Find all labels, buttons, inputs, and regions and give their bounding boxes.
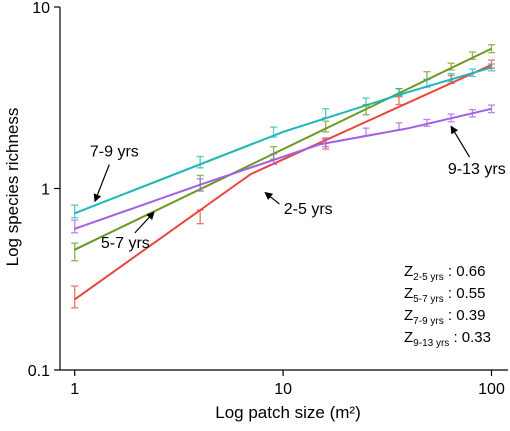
error-bar-2-5-yrs (71, 285, 79, 309)
error-bars (71, 44, 495, 309)
y-tick-label: 0.1 (28, 363, 50, 380)
annotation-label: 9-13 yrs (448, 161, 506, 178)
error-bar-7-9-yrs (487, 63, 495, 72)
annotation-arrow (134, 211, 155, 234)
error-bar-9-13-yrs (423, 118, 431, 128)
series-line-7-9-yrs (74, 66, 492, 215)
error-bar-2-5-yrs (196, 209, 204, 225)
error-bar-7-9-yrs (447, 72, 455, 82)
annotation-label: 5-7 yrs (101, 235, 150, 252)
x-tick-label: 10 (274, 381, 292, 398)
z-value-entry: Z9-13 yrs : 0.33 (404, 329, 491, 349)
z-value-entry: Z5-7 yrs : 0.55 (404, 285, 485, 305)
fit-lines (74, 47, 492, 301)
error-bar-7-9-yrs (395, 87, 403, 97)
error-bar-9-13-yrs (270, 153, 278, 165)
error-bar-9-13-yrs (447, 113, 455, 123)
error-bar-9-13-yrs (196, 178, 204, 192)
error-bar-9-13-yrs (468, 108, 476, 118)
error-bar-7-9-yrs (468, 68, 476, 77)
error-bar-7-9-yrs (322, 108, 330, 119)
y-tick-label: 1 (41, 182, 50, 199)
error-bar-2-5-yrs (395, 96, 403, 106)
annotations: 7-9 yrs 5-7 yrs 2-5 yrs 9-13 yrs (90, 125, 506, 252)
error-bar-9-13-yrs (487, 104, 495, 114)
series-line-9-13-yrs (74, 107, 492, 230)
error-bar-5-7-yrs (447, 62, 455, 71)
annotation-label: 7-9 yrs (90, 143, 139, 160)
annotation-label: 2-5 yrs (284, 201, 333, 218)
x-axis-title: Log patch size (m²) (215, 403, 361, 422)
annotation-arrow (264, 191, 280, 205)
series-line-2-5-yrs (74, 63, 492, 301)
z-value-entry: Z2-5 yrs : 0.66 (404, 263, 485, 283)
error-bar-5-7-yrs (487, 44, 495, 54)
error-bar-5-7-yrs (71, 242, 79, 262)
error-bar-7-9-yrs (362, 97, 370, 107)
x-tick-label: 100 (478, 381, 505, 398)
error-bar-9-13-yrs (362, 127, 370, 137)
error-bar-5-7-yrs (322, 120, 330, 133)
z-value-entry: Z7-9 yrs : 0.39 (404, 307, 485, 327)
y-axis-title: Log species richness (3, 108, 22, 267)
error-bar-9-13-yrs (322, 137, 330, 148)
error-bar-9-13-yrs (71, 219, 79, 234)
y-tick-label: 10 (32, 0, 50, 17)
annotation-arrow (93, 164, 110, 203)
series-line-5-7-yrs (74, 47, 492, 251)
error-bar-7-9-yrs (423, 78, 431, 88)
error-bar-5-7-yrs (468, 51, 476, 60)
axes: 1 10 100 0.1 1 10 (28, 0, 508, 398)
error-bar-7-9-yrs (71, 204, 79, 219)
error-bar-7-9-yrs (196, 155, 204, 169)
x-tick-label: 1 (70, 381, 79, 398)
annotation-arrow (450, 125, 471, 158)
error-bar-7-9-yrs (270, 126, 278, 138)
error-bar-9-13-yrs (395, 122, 403, 131)
